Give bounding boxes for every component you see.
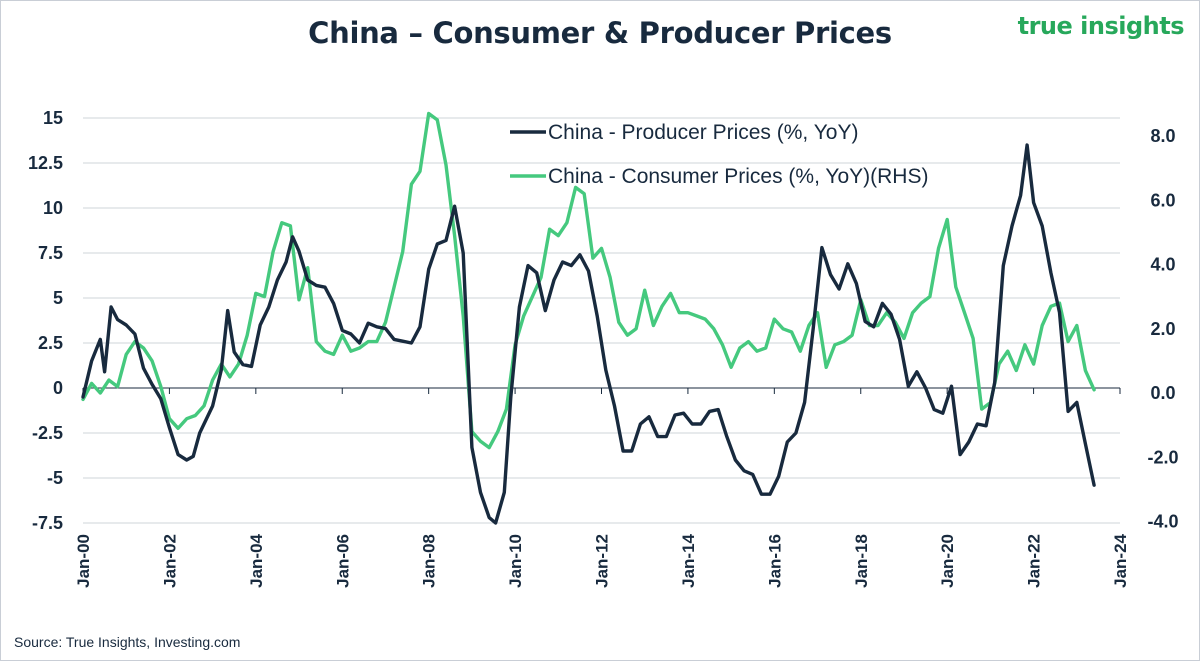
- left-tick-label: -2.5: [32, 423, 63, 443]
- x-tick-label: Jan-02: [160, 534, 179, 588]
- right-tick-label: 4.0: [1150, 255, 1175, 275]
- brand-logo: true insights: [1017, 12, 1185, 40]
- x-tick-label: Jan-18: [852, 534, 871, 588]
- right-tick-label: 6.0: [1150, 190, 1175, 210]
- left-axis-ticks: -7.5 -5 -2.5 0 2.5 5 7.5 10 12.5 15: [28, 108, 63, 533]
- x-tick-label: Jan-24: [1111, 533, 1130, 587]
- x-tick-label: Jan-22: [1025, 534, 1044, 588]
- left-tick-label: 15: [43, 108, 63, 128]
- right-tick-label: -4.0: [1147, 512, 1178, 532]
- left-tick-label: -7.5: [32, 513, 63, 533]
- x-axis-ticks: Jan-00 Jan-02 Jan-04 Jan-06 Jan-08 Jan-10 Jan-…: [74, 388, 1130, 588]
- left-tick-label: 2.5: [38, 333, 63, 353]
- left-tick-label: 5: [53, 288, 63, 308]
- x-tick-label: Jan-16: [765, 534, 784, 588]
- series-cpi-line: [81, 111, 1096, 450]
- x-tick-label: Jan-10: [506, 534, 525, 588]
- chart-title: China – Consumer & Producer Prices: [308, 16, 892, 50]
- right-tick-label: 0.0: [1150, 383, 1175, 403]
- x-tick-label: Jan-12: [593, 534, 612, 588]
- left-tick-label: -5: [47, 468, 63, 488]
- right-axis-ticks: -4.0 -2.0 0.0 2.0 4.0 6.0 8.0: [1147, 126, 1178, 532]
- left-tick-label: 12.5: [28, 153, 63, 173]
- right-tick-label: 8.0: [1150, 126, 1175, 146]
- x-tick-label: Jan-20: [938, 534, 957, 588]
- right-tick-label: 2.0: [1150, 319, 1175, 339]
- series-lines: [81, 111, 1096, 525]
- x-tick-label: Jan-08: [420, 534, 439, 588]
- legend: China - Producer Prices (%, YoY) China - …: [510, 121, 928, 188]
- legend-label-ppi: China - Producer Prices (%, YoY): [548, 121, 858, 144]
- right-tick-label: -2.0: [1147, 447, 1178, 467]
- x-tick-label: Jan-00: [74, 534, 93, 588]
- series-ppi-line: [81, 143, 1096, 525]
- x-tick-label: Jan-04: [247, 533, 266, 587]
- left-tick-label: 10: [43, 198, 63, 218]
- left-tick-label: 7.5: [38, 243, 63, 263]
- x-tick-label: Jan-14: [679, 533, 698, 587]
- x-tick-label: Jan-06: [333, 534, 352, 588]
- legend-label-cpi: China - Consumer Prices (%, YoY)(RHS): [548, 165, 928, 188]
- source-note: Source: True Insights, Investing.com: [14, 634, 241, 650]
- left-tick-label: 0: [53, 378, 63, 398]
